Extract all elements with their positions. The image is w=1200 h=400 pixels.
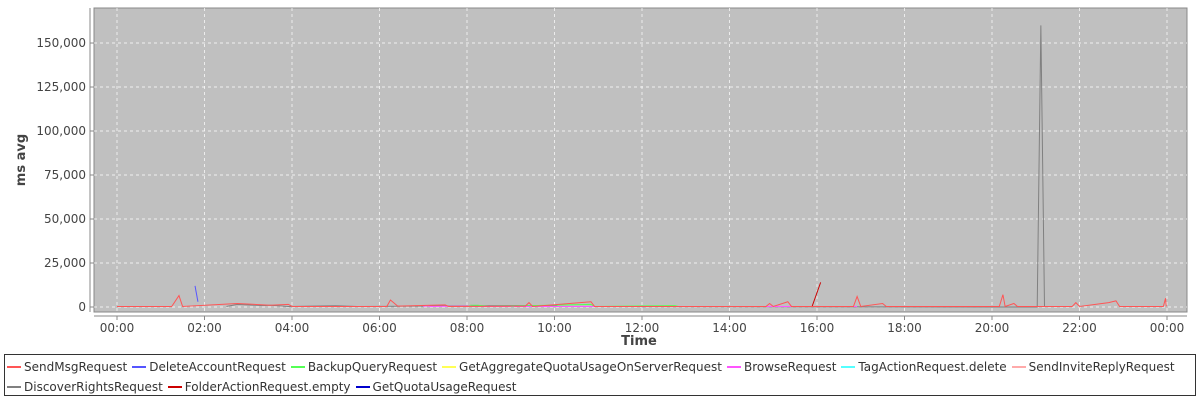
legend-label: GetAggregateQuotaUsageOnServerRequest — [459, 360, 722, 374]
legend-item: SendInviteReplyRequest — [1011, 358, 1175, 377]
x-tick-label: 10:00 — [537, 321, 572, 335]
legend-swatch — [7, 385, 21, 388]
legend-label: BackupQueryRequest — [307, 360, 438, 374]
x-tick-label: 00:00 — [1150, 321, 1185, 335]
legend-item: DiscoverRightsRequest — [7, 377, 163, 396]
legend-swatch — [1011, 366, 1026, 368]
legend-label: DeleteAccountRequest — [149, 360, 286, 374]
legend-item: FolderActionRequest.empty — [167, 377, 351, 396]
legend-swatch — [132, 366, 147, 368]
y-tick-label: 50,000 — [44, 212, 86, 226]
y-tick-label: 125,000 — [36, 80, 86, 94]
legend-item: DeleteAccountRequest — [132, 358, 286, 377]
legend-item: GetAggregateQuotaUsageOnServerRequest — [442, 358, 722, 377]
legend-label: SendInviteReplyRequest — [1028, 360, 1175, 374]
series-line-sendmsgrequest — [117, 294, 1167, 308]
legend: SendMsgRequest DeleteAccountRequest Backup… — [4, 354, 1196, 396]
legend-label: SendMsgRequest — [24, 360, 128, 374]
x-tick-label: 18:00 — [887, 321, 922, 335]
legend-label: DiscoverRightsRequest — [24, 379, 163, 394]
legend-swatch — [355, 385, 370, 388]
y-tick-label: 25,000 — [44, 256, 86, 270]
y-axis-label: ms avg — [14, 134, 29, 186]
y-tick-label: 100,000 — [36, 124, 86, 138]
legend-item: SendMsgRequest — [7, 358, 127, 377]
legend-label: BrowseRequest — [743, 360, 837, 374]
x-tick-label: 06:00 — [362, 321, 397, 335]
y-tick-label: 150,000 — [36, 36, 86, 50]
x-tick-label: 20:00 — [975, 321, 1010, 335]
legend-swatch — [841, 366, 856, 368]
series-line-folderactionrequest-empty — [811, 282, 822, 308]
plot-area — [93, 7, 1188, 313]
legend-label: GetQuotaUsageRequest — [372, 379, 517, 394]
x-tick-label: 16:00 — [800, 321, 835, 335]
y-tick-label: 0 — [78, 300, 86, 314]
legend-swatch — [167, 385, 182, 388]
x-tick-label: 00:00 — [100, 321, 135, 335]
x-tick-label: 22:00 — [1062, 321, 1097, 335]
legend-label: FolderActionRequest.empty — [184, 379, 351, 394]
series-line-deleteaccountrequest — [194, 285, 199, 302]
legend-swatch — [726, 366, 741, 368]
legend-swatch — [7, 366, 21, 368]
chart-svg: 00:00 02:00 04:00 06:00 08:00 10:00 12:00 14:00… — [14, 7, 1188, 349]
x-tick-label: 08:00 — [450, 321, 485, 335]
legend-label: TagActionRequest.delete — [858, 360, 1007, 374]
legend-item: GetQuotaUsageRequest — [355, 377, 517, 396]
x-tick-label: 14:00 — [712, 321, 747, 335]
legend-item: TagActionRequest.delete — [841, 358, 1007, 377]
x-axis-label: Time — [621, 334, 657, 349]
x-tick-label: 04:00 — [275, 321, 310, 335]
x-tick-label: 02:00 — [187, 321, 222, 335]
y-tick-label: 75,000 — [44, 168, 86, 182]
legend-swatch — [290, 366, 305, 368]
legend-item: BackupQueryRequest — [290, 358, 438, 377]
x-tick-label: 12:00 — [625, 321, 660, 335]
legend-swatch — [442, 366, 457, 368]
legend-item: BrowseRequest — [726, 358, 837, 377]
